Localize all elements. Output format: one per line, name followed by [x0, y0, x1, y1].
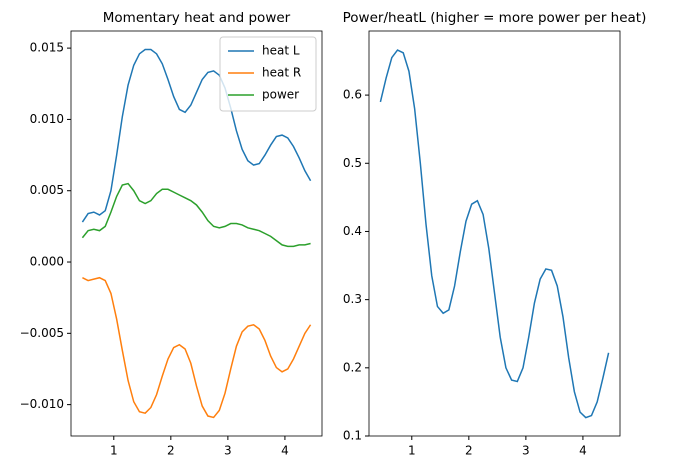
- legend-label: heat L: [262, 44, 300, 58]
- x-tick-label: 1: [408, 444, 416, 458]
- x-tick-label: 4: [579, 444, 587, 458]
- y-tick-label: 0.3: [343, 292, 362, 306]
- line-series: [81, 182, 311, 248]
- x-tick-label: 1: [110, 444, 118, 458]
- y-tick-label: 0.015: [30, 41, 64, 55]
- y-tick-label: 0.2: [343, 360, 362, 374]
- legend-box: [219, 36, 317, 112]
- y-tick-label: −0.005: [20, 326, 64, 340]
- x-tick-label: 3: [522, 444, 530, 458]
- y-tick-label: 0.010: [30, 112, 64, 126]
- axes-frame: [368, 30, 621, 437]
- line-series: [81, 48, 312, 223]
- y-tick-label: 0.4: [343, 224, 362, 238]
- chart-title: Momentary heat and power: [103, 10, 291, 26]
- y-tick-label: −0.010: [20, 397, 64, 411]
- legend-label: power: [262, 88, 299, 102]
- x-tick-label: 4: [281, 444, 289, 458]
- y-tick-label: 0.5: [343, 156, 362, 170]
- x-tick-label: 2: [167, 444, 175, 458]
- legend-label: heat R: [262, 66, 301, 80]
- line-series: [82, 276, 312, 419]
- y-tick-label: 0.000: [30, 255, 64, 269]
- y-tick-label: 0.1: [343, 429, 362, 443]
- axes-frame: [70, 30, 323, 437]
- x-tick-label: 3: [224, 444, 232, 458]
- chart-title: Power/heatL (higher = more power per hea…: [343, 10, 647, 26]
- y-tick-label: 0.005: [30, 183, 64, 197]
- x-tick-label: 2: [465, 444, 473, 458]
- y-tick-label: 0.6: [343, 88, 362, 102]
- line-series: [379, 49, 610, 419]
